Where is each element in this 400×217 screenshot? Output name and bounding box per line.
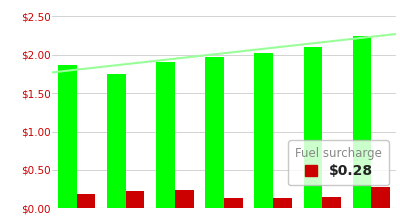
Bar (175, 190, 194, 208)
Legend: $0.28: $0.28 (288, 140, 389, 185)
Bar (107, 74, 126, 208)
Bar (58, 65, 76, 208)
Bar (353, 36, 372, 208)
Bar (322, 197, 341, 208)
Bar (273, 197, 292, 208)
Bar (205, 57, 224, 208)
Bar (126, 191, 144, 208)
Bar (156, 62, 175, 208)
Bar (304, 47, 322, 208)
Bar (372, 187, 390, 208)
Bar (224, 197, 243, 208)
Bar (254, 53, 273, 208)
Bar (76, 194, 95, 208)
